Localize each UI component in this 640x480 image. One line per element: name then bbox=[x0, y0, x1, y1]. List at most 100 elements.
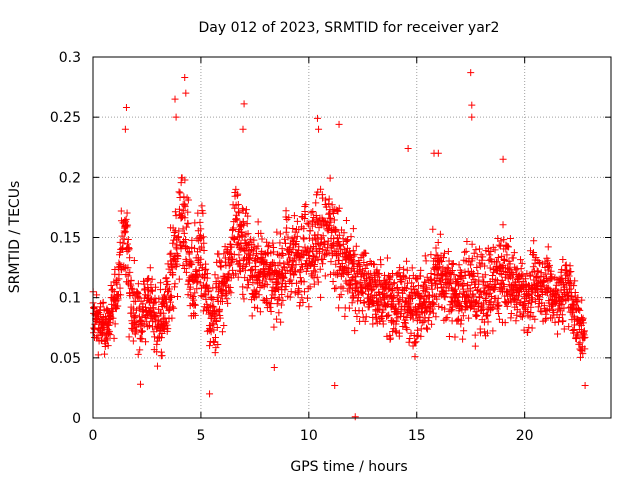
data-point bbox=[134, 289, 142, 297]
data-point bbox=[395, 332, 403, 340]
data-point bbox=[409, 295, 417, 303]
data-point bbox=[489, 327, 497, 335]
data-point bbox=[506, 260, 514, 268]
data-point bbox=[289, 245, 297, 253]
data-point bbox=[232, 185, 240, 193]
data-point bbox=[116, 284, 124, 292]
data-point bbox=[389, 286, 397, 294]
data-point bbox=[312, 199, 320, 207]
data-point bbox=[387, 334, 395, 342]
data-point bbox=[389, 293, 397, 301]
data-point bbox=[278, 290, 286, 298]
data-point bbox=[174, 293, 182, 301]
data-point bbox=[335, 304, 343, 312]
data-point bbox=[466, 271, 474, 279]
data-point bbox=[244, 230, 252, 238]
data-point bbox=[186, 283, 194, 291]
data-point bbox=[482, 296, 490, 304]
data-point bbox=[159, 309, 167, 317]
data-point bbox=[113, 280, 121, 288]
data-point bbox=[434, 266, 442, 274]
data-point bbox=[158, 329, 166, 337]
data-point bbox=[503, 251, 511, 259]
data-point bbox=[489, 301, 497, 309]
data-point bbox=[96, 306, 104, 314]
data-point bbox=[481, 328, 489, 336]
data-point bbox=[353, 312, 361, 320]
data-point bbox=[171, 95, 179, 103]
data-point bbox=[106, 331, 114, 339]
data-point bbox=[468, 113, 476, 121]
data-point bbox=[414, 326, 422, 334]
data-point bbox=[216, 314, 224, 322]
data-point bbox=[483, 329, 491, 337]
data-point bbox=[404, 144, 412, 152]
data-point bbox=[441, 305, 449, 313]
data-point bbox=[409, 315, 417, 323]
data-point bbox=[227, 289, 235, 297]
data-point bbox=[179, 206, 187, 214]
data-point bbox=[182, 223, 190, 231]
data-point bbox=[434, 239, 442, 247]
data-point bbox=[429, 225, 437, 233]
data-point bbox=[247, 235, 255, 243]
data-point bbox=[345, 304, 353, 312]
data-point bbox=[571, 277, 579, 285]
data-point bbox=[468, 101, 476, 109]
data-point bbox=[205, 287, 213, 295]
data-point bbox=[146, 322, 154, 330]
data-point bbox=[512, 266, 520, 274]
data-point bbox=[103, 320, 111, 328]
data-point bbox=[147, 281, 155, 289]
data-point bbox=[444, 265, 452, 273]
data-point bbox=[142, 338, 150, 346]
data-point bbox=[229, 226, 237, 234]
data-point bbox=[131, 311, 139, 319]
data-point bbox=[197, 292, 205, 300]
data-point bbox=[409, 342, 417, 350]
data-point bbox=[152, 298, 160, 306]
data-point bbox=[360, 299, 368, 307]
data-point bbox=[103, 336, 111, 344]
data-point bbox=[319, 255, 327, 263]
data-point bbox=[273, 250, 281, 258]
data-point bbox=[208, 321, 216, 329]
data-point bbox=[168, 293, 176, 301]
data-point bbox=[424, 317, 432, 325]
data-point bbox=[337, 245, 345, 253]
data-point bbox=[503, 302, 511, 310]
data-point bbox=[429, 291, 437, 299]
data-point bbox=[512, 317, 520, 325]
data-point bbox=[211, 333, 219, 341]
data-point bbox=[290, 212, 298, 220]
data-point bbox=[152, 283, 160, 291]
data-point bbox=[228, 243, 236, 251]
data-point bbox=[313, 114, 321, 122]
data-point bbox=[125, 333, 133, 341]
data-point bbox=[315, 249, 323, 257]
data-point bbox=[518, 272, 526, 280]
data-point bbox=[432, 244, 440, 252]
data-point bbox=[146, 264, 154, 272]
data-point bbox=[436, 263, 444, 271]
data-point bbox=[390, 280, 398, 288]
data-point bbox=[548, 274, 556, 282]
data-point bbox=[406, 299, 414, 307]
data-point bbox=[179, 261, 187, 269]
data-point bbox=[331, 382, 339, 390]
data-point bbox=[180, 193, 188, 201]
data-point bbox=[127, 284, 135, 292]
data-point bbox=[319, 232, 327, 240]
data-point bbox=[263, 281, 271, 289]
data-point bbox=[301, 215, 309, 223]
data-point bbox=[185, 249, 193, 257]
data-point bbox=[151, 294, 159, 302]
data-point bbox=[486, 264, 494, 272]
data-point bbox=[468, 240, 476, 248]
data-point bbox=[432, 279, 440, 287]
data-point bbox=[580, 334, 588, 342]
data-point bbox=[441, 293, 449, 301]
data-point bbox=[225, 270, 233, 278]
data-point bbox=[256, 308, 264, 316]
data-point bbox=[472, 246, 480, 254]
